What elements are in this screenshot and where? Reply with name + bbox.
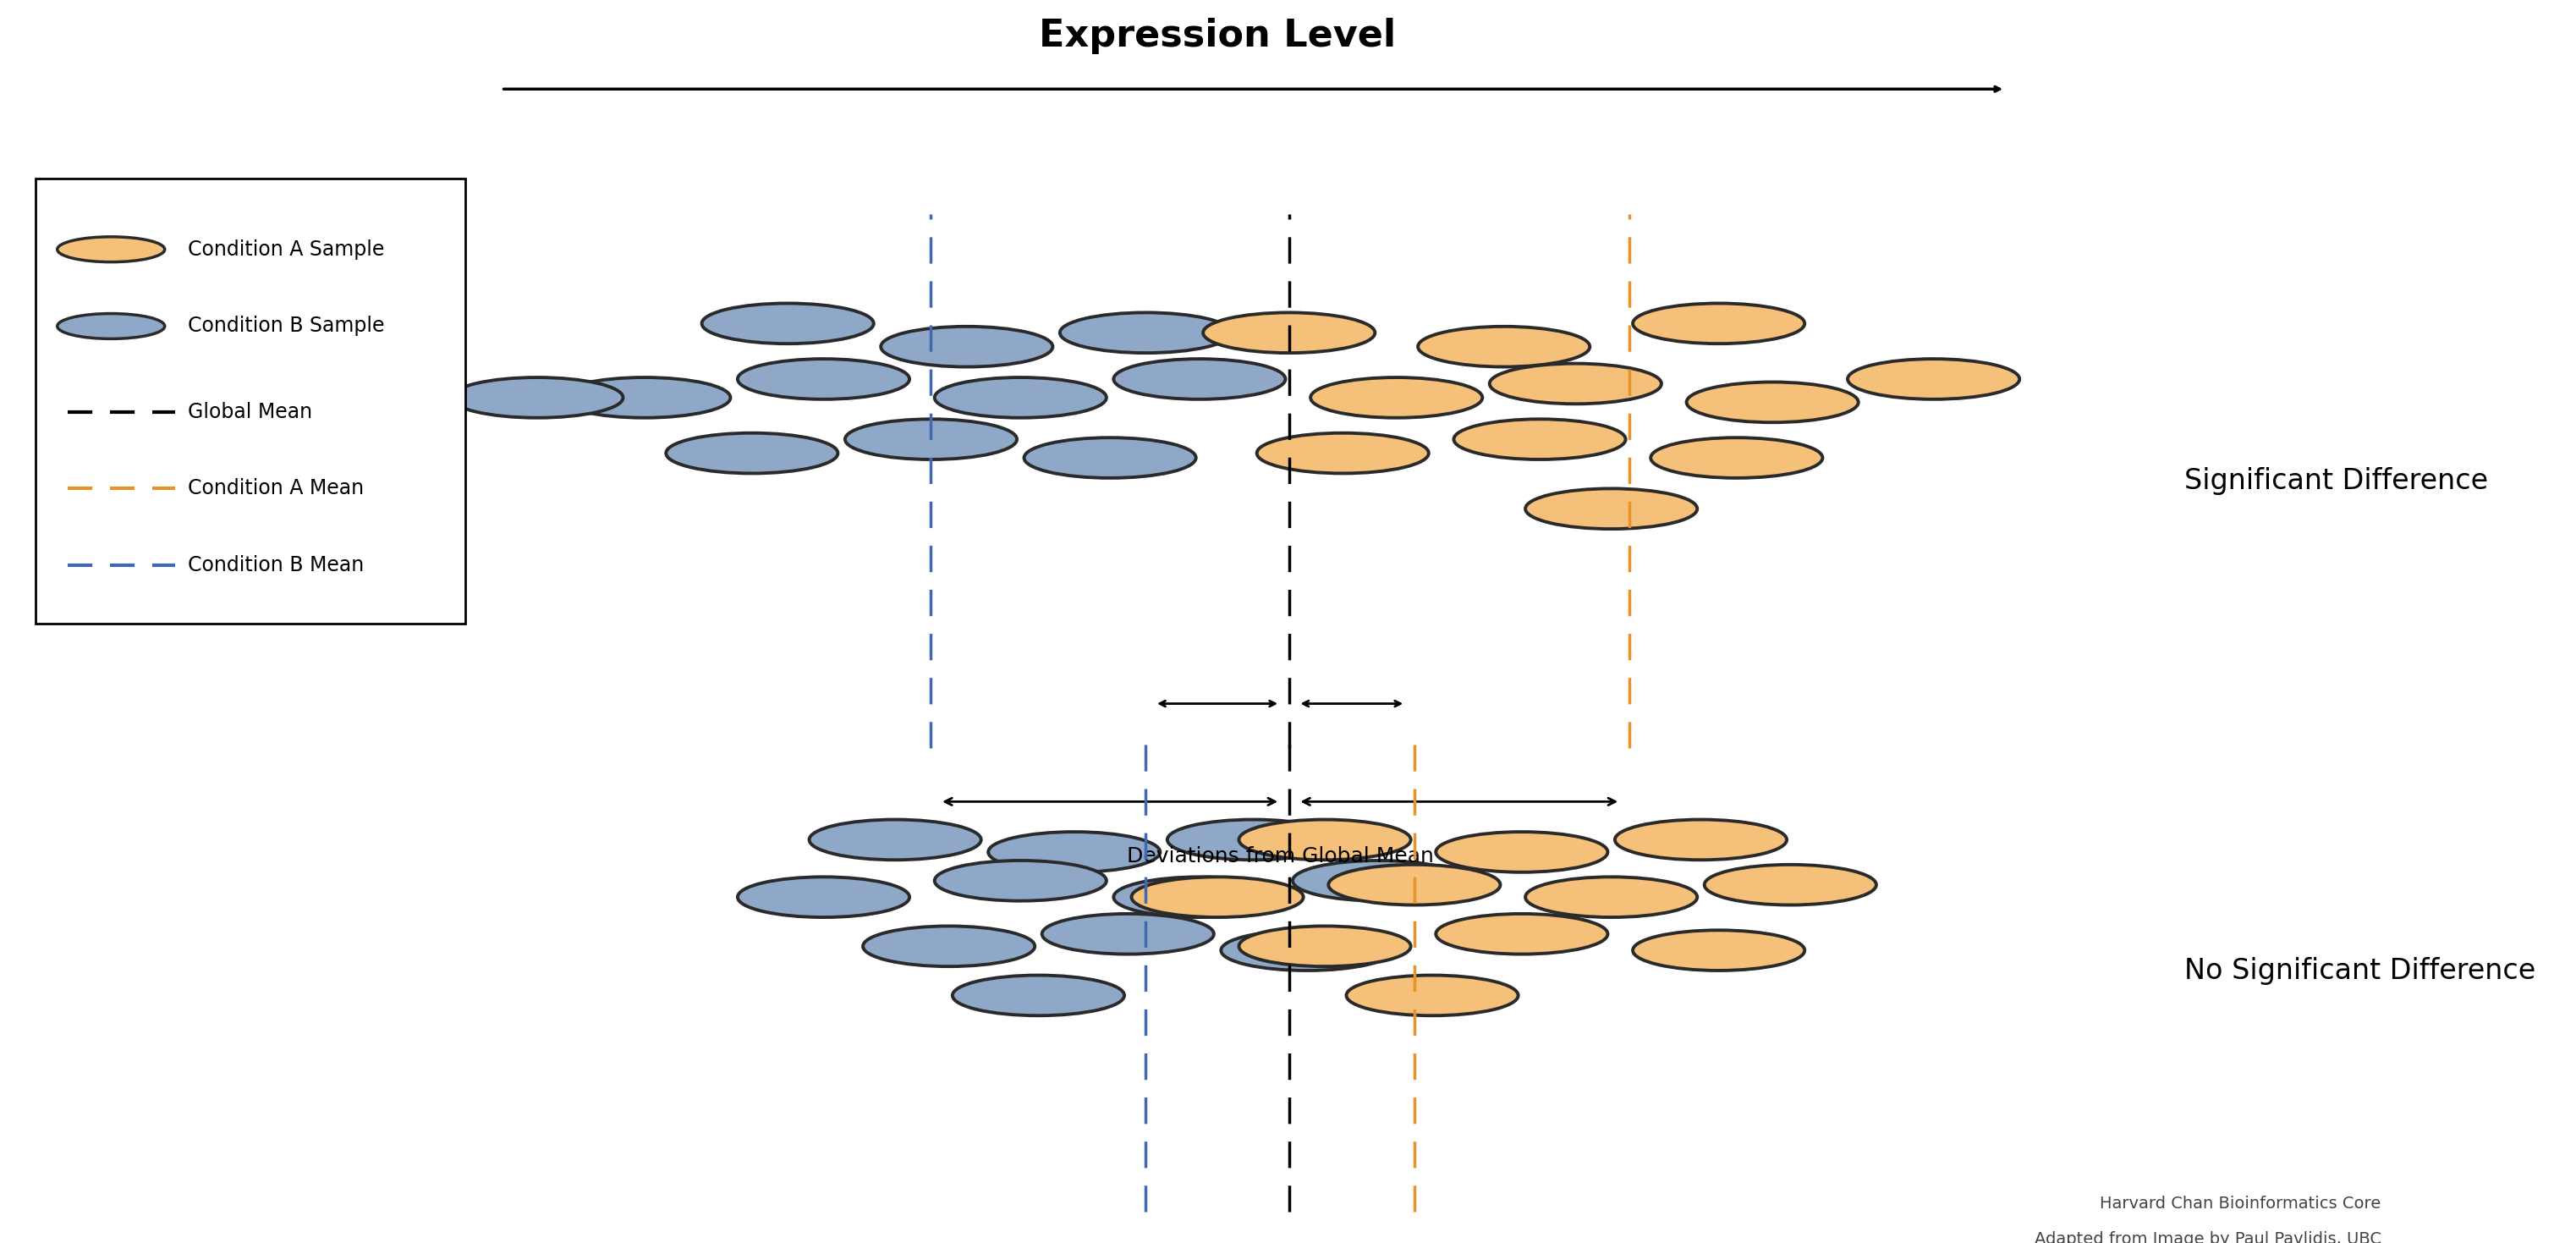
Ellipse shape <box>1239 926 1412 966</box>
Ellipse shape <box>701 303 873 343</box>
Ellipse shape <box>1347 976 1517 1016</box>
Ellipse shape <box>737 876 909 917</box>
Ellipse shape <box>1131 876 1303 917</box>
Text: Expression Level: Expression Level <box>1038 17 1396 53</box>
Ellipse shape <box>935 378 1108 418</box>
Ellipse shape <box>1615 819 1788 860</box>
Ellipse shape <box>1453 419 1625 460</box>
Ellipse shape <box>1041 914 1213 955</box>
Ellipse shape <box>737 359 909 399</box>
Ellipse shape <box>1293 860 1466 901</box>
Ellipse shape <box>1651 438 1824 479</box>
Text: Significant Difference: Significant Difference <box>2184 467 2488 495</box>
Ellipse shape <box>881 327 1054 367</box>
Text: Deviations from Global Mean: Deviations from Global Mean <box>1126 846 1435 866</box>
Ellipse shape <box>1525 876 1698 917</box>
Ellipse shape <box>559 378 732 418</box>
Ellipse shape <box>935 860 1108 901</box>
FancyBboxPatch shape <box>36 178 466 624</box>
Ellipse shape <box>953 976 1123 1016</box>
Ellipse shape <box>1203 312 1376 353</box>
Ellipse shape <box>1489 363 1662 404</box>
Ellipse shape <box>1059 312 1231 353</box>
Text: Global Mean: Global Mean <box>188 401 312 423</box>
Text: Adapted from Image by Paul Pavlidis, UBC: Adapted from Image by Paul Pavlidis, UBC <box>2035 1231 2380 1243</box>
Ellipse shape <box>57 236 165 262</box>
Ellipse shape <box>451 378 623 418</box>
Text: Condition A Mean: Condition A Mean <box>188 479 363 498</box>
Text: Harvard Chan Bioinformatics Core: Harvard Chan Bioinformatics Core <box>2099 1196 2380 1212</box>
Ellipse shape <box>1113 359 1285 399</box>
Ellipse shape <box>57 313 165 339</box>
Ellipse shape <box>809 819 981 860</box>
Ellipse shape <box>1847 359 2020 399</box>
Ellipse shape <box>1167 819 1340 860</box>
Ellipse shape <box>1221 930 1394 971</box>
Ellipse shape <box>1633 303 1806 343</box>
Ellipse shape <box>1435 832 1607 873</box>
Ellipse shape <box>989 832 1159 873</box>
Ellipse shape <box>1329 865 1499 905</box>
Ellipse shape <box>1417 327 1589 367</box>
Ellipse shape <box>1257 433 1430 474</box>
Ellipse shape <box>1311 378 1481 418</box>
Text: Condition A Sample: Condition A Sample <box>188 239 384 260</box>
Ellipse shape <box>1705 865 1875 905</box>
Ellipse shape <box>1435 914 1607 955</box>
Text: No Significant Difference: No Significant Difference <box>2184 957 2535 984</box>
Ellipse shape <box>1113 876 1285 917</box>
Ellipse shape <box>1633 930 1806 971</box>
Ellipse shape <box>1025 438 1195 479</box>
Ellipse shape <box>667 433 837 474</box>
Ellipse shape <box>1525 488 1698 530</box>
Ellipse shape <box>1239 819 1412 860</box>
Ellipse shape <box>845 419 1018 460</box>
Ellipse shape <box>1687 382 1857 423</box>
Text: Condition B Sample: Condition B Sample <box>188 316 384 337</box>
Ellipse shape <box>863 926 1036 966</box>
Text: Condition B Mean: Condition B Mean <box>188 556 363 576</box>
